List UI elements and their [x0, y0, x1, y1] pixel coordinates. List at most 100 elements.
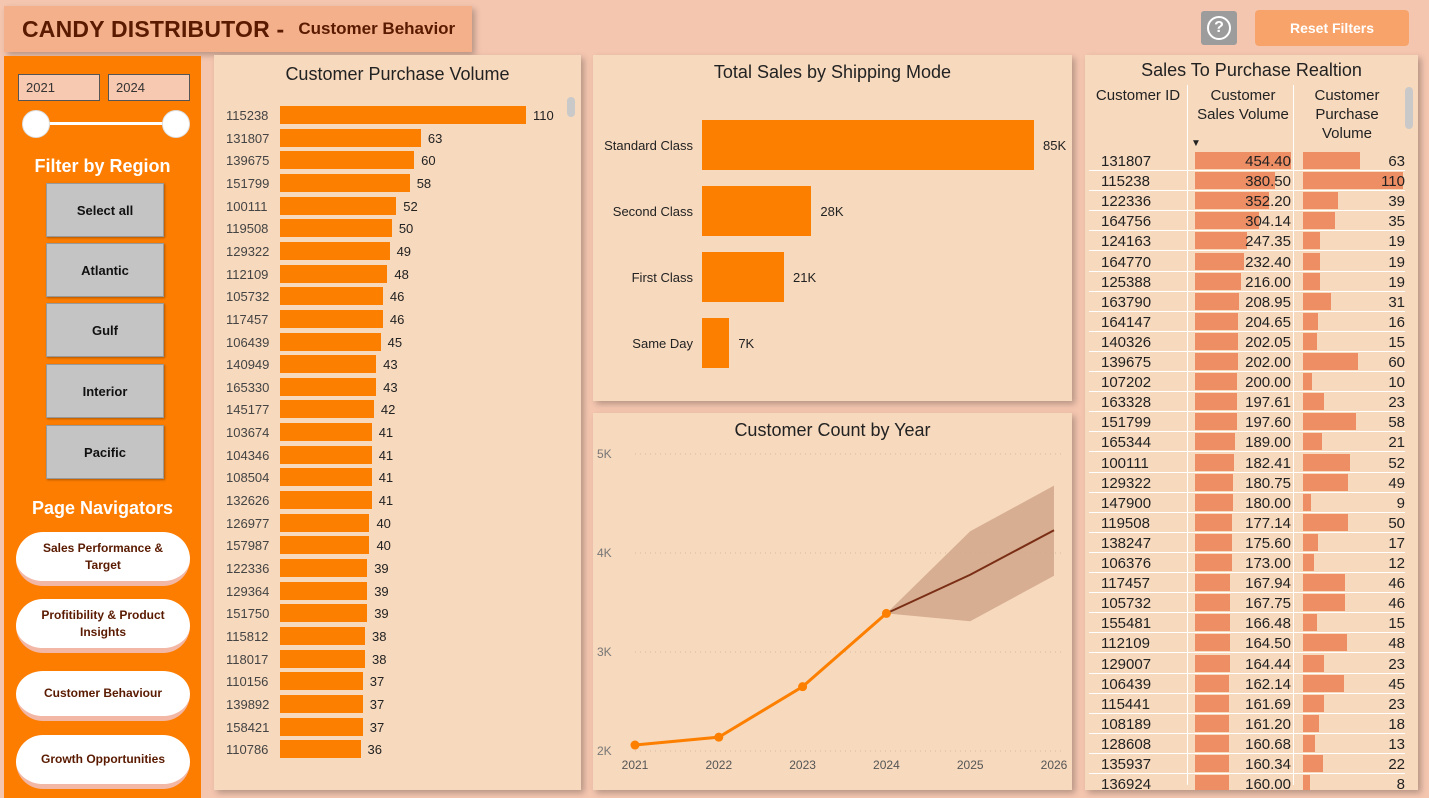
table-row[interactable]: 136924 160.00 8: [1089, 774, 1405, 790]
nav-customer-behaviour-button[interactable]: Customer Behaviour: [16, 667, 190, 721]
cpv-bar[interactable]: [280, 649, 365, 668]
cpv-bar[interactable]: [280, 241, 390, 260]
shipping-mode-bar[interactable]: [702, 120, 1034, 170]
cpv-bar[interactable]: [280, 355, 377, 374]
column-header-sales-volume[interactable]: Customer Sales Volume: [1197, 87, 1289, 123]
shipping-mode-bar[interactable]: [702, 318, 730, 368]
table-row[interactable]: 106376 173.00 12: [1089, 553, 1405, 573]
table-row[interactable]: 151799 197.60 58: [1089, 412, 1405, 433]
region-gulf-button[interactable]: Gulf: [46, 303, 164, 357]
table-row[interactable]: 155481 166.48 15: [1089, 613, 1405, 634]
purchase-volume-databar: [1303, 332, 1317, 350]
nav-growth-opportunities-button[interactable]: Growth Opportunities: [16, 735, 190, 789]
shipping-mode-bar[interactable]: [702, 252, 785, 302]
cpv-bar[interactable]: [280, 106, 526, 124]
cpv-bar[interactable]: [280, 264, 388, 283]
purchase-volume-databar: [1303, 513, 1349, 531]
table-row[interactable]: 122336 352.20 39: [1089, 191, 1405, 212]
cpv-bar[interactable]: [280, 423, 372, 442]
sales-volume-cell: 160.00: [1245, 776, 1291, 790]
cpv-bar[interactable]: [280, 128, 421, 147]
cpv-bar[interactable]: [280, 559, 368, 577]
cpv-bar[interactable]: [280, 400, 374, 419]
cpv-bar[interactable]: [280, 717, 363, 736]
year-start-input[interactable]: 2021: [18, 74, 100, 101]
table-row[interactable]: 163790 208.95 31: [1089, 292, 1405, 312]
cpv-bar[interactable]: [280, 309, 383, 328]
cpv-bar[interactable]: [280, 604, 368, 623]
purchase-volume-cell: 15: [1388, 333, 1405, 351]
table-row[interactable]: 112109 164.50 48: [1089, 633, 1405, 654]
table-row[interactable]: 106439 162.14 45: [1089, 674, 1405, 694]
cpv-bar[interactable]: [280, 287, 383, 306]
region-select-all-button[interactable]: Select all: [46, 183, 164, 237]
column-header-customer-id[interactable]: Customer ID: [1095, 87, 1181, 104]
year-end-input[interactable]: 2024: [108, 74, 190, 101]
region-interior-button[interactable]: Interior: [46, 364, 164, 418]
table-row[interactable]: 124163 247.35 19: [1089, 231, 1405, 252]
region-atlantic-button[interactable]: Atlantic: [46, 243, 164, 297]
cpv-value-label: 63: [427, 130, 443, 146]
cpv-bar[interactable]: [280, 377, 377, 396]
table-row[interactable]: 135937 160.34 22: [1089, 754, 1405, 774]
table-row[interactable]: 129322 180.75 49: [1089, 473, 1405, 493]
table-row[interactable]: 164147 204.65 16: [1089, 312, 1405, 332]
cpv-bar[interactable]: [280, 740, 361, 759]
cpv-scrollbar[interactable]: [567, 97, 575, 117]
column-header-purchase-volume[interactable]: Customer Purchase Volume: [1314, 87, 1380, 142]
cpv-bar[interactable]: [280, 536, 370, 555]
table-scrollbar[interactable]: [1405, 87, 1413, 129]
nav-sales-performance-button[interactable]: Sales Performance & Target: [16, 532, 190, 586]
nav-profitability-button[interactable]: Profitibility & Product Insights: [16, 599, 190, 653]
table-row[interactable]: 139675 202.00 60: [1089, 352, 1405, 372]
table-row[interactable]: 100111 182.41 52: [1089, 453, 1405, 473]
year-slider-track[interactable]: [36, 122, 176, 125]
sales-volume-cell: 200.00: [1245, 374, 1291, 392]
table-row[interactable]: 147900 180.00 9: [1089, 493, 1405, 513]
cpv-bar[interactable]: [280, 672, 363, 691]
table-row[interactable]: 163328 197.61 23: [1089, 392, 1405, 413]
shipping-mode-label: Second Class: [612, 204, 693, 219]
table-row[interactable]: 117457 167.94 46: [1089, 573, 1405, 594]
cpv-bar[interactable]: [280, 332, 381, 351]
sales-volume-databar: [1195, 453, 1234, 471]
cpv-bar[interactable]: [280, 196, 397, 215]
cpv-bar[interactable]: [280, 581, 368, 600]
table-row[interactable]: 105732 167.75 46: [1089, 593, 1405, 614]
table-row[interactable]: 115238 380.50 110: [1089, 171, 1405, 192]
table-row[interactable]: 108189 161.20 18: [1089, 714, 1405, 734]
cpv-bar[interactable]: [280, 491, 372, 510]
sales-volume-databar: [1195, 212, 1260, 230]
table-row[interactable]: 164756 304.14 35: [1089, 211, 1405, 232]
table-row[interactable]: 107202 200.00 10: [1089, 372, 1405, 393]
table-row[interactable]: 128608 160.68 13: [1089, 734, 1405, 754]
customer-id-cell: 147900: [1101, 494, 1152, 512]
cpv-bar[interactable]: [280, 513, 370, 532]
cpv-bar[interactable]: [280, 694, 363, 713]
purchase-volume-cell: 23: [1388, 655, 1405, 673]
cpv-bar[interactable]: [280, 219, 392, 238]
table-row[interactable]: 119508 177.14 50: [1089, 513, 1405, 533]
year-slider-end-handle[interactable]: [162, 110, 190, 138]
region-pacific-button[interactable]: Pacific: [46, 425, 164, 479]
table-row[interactable]: 129007 164.44 23: [1089, 654, 1405, 674]
shipping-mode-bar[interactable]: [702, 186, 812, 236]
cpv-bar[interactable]: [280, 626, 365, 645]
table-row[interactable]: 140326 202.05 15: [1089, 332, 1405, 352]
cpv-category-label: 118017: [226, 651, 269, 667]
table-row[interactable]: 131807 454.40 63: [1089, 151, 1405, 171]
table-row[interactable]: 164770 232.40 19: [1089, 252, 1405, 272]
sort-descending-icon[interactable]: ▼: [1191, 138, 1201, 149]
table-row[interactable]: 138247 175.60 17: [1089, 533, 1405, 553]
cpv-bar[interactable]: [280, 173, 410, 192]
purchase-volume-cell: 21: [1388, 434, 1405, 452]
cpv-bar[interactable]: [280, 468, 372, 487]
table-row[interactable]: 165344 189.00 21: [1089, 432, 1405, 453]
year-slider-start-handle[interactable]: [22, 110, 50, 138]
cpv-bar[interactable]: [280, 445, 372, 464]
cpv-bar[interactable]: [280, 151, 415, 170]
reset-filters-button[interactable]: Reset Filters: [1255, 10, 1409, 46]
table-row[interactable]: 115441 161.69 23: [1089, 694, 1405, 714]
help-button[interactable]: ?: [1201, 11, 1237, 45]
table-row[interactable]: 125388 216.00 19: [1089, 272, 1405, 292]
